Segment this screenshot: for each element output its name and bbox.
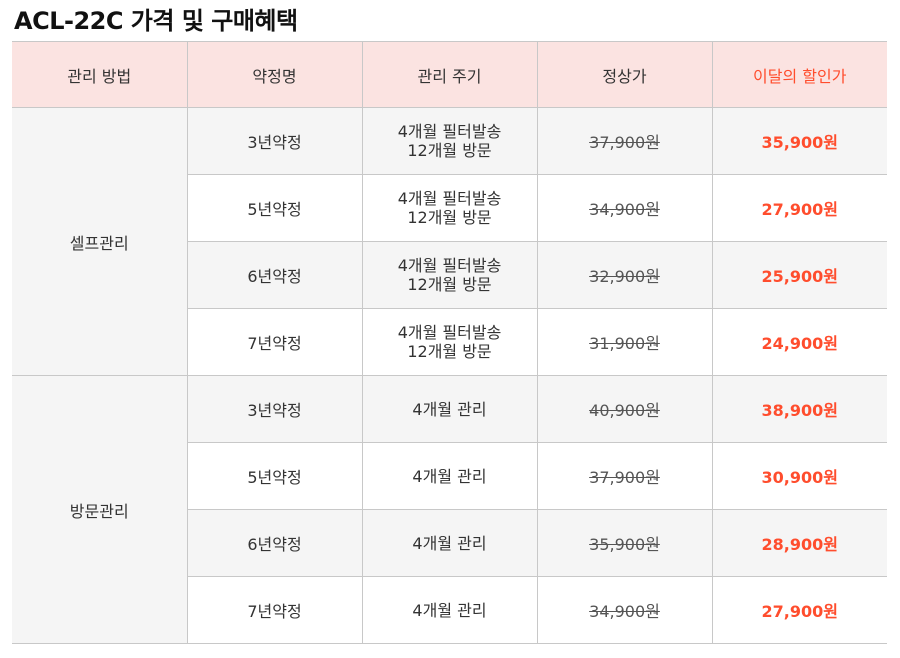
management-cycle-cell: 4개월 필터발송 12개월 방문	[361, 241, 538, 309]
cycle-line: 12개월 방문	[407, 141, 492, 160]
management-cycle-cell: 4개월 관리	[361, 442, 538, 510]
regular-price-strikethrough: 35,900원	[589, 535, 660, 554]
management-cycle-cell: 4개월 필터발송 12개월 방문	[361, 174, 538, 242]
cycle-line: 4개월 필터발송	[397, 323, 502, 342]
header-cycle: 관리 주기	[361, 41, 538, 108]
contract-cell: 7년약정	[187, 308, 363, 376]
contract-cell: 3년약정	[186, 107, 363, 175]
table-body: 셀프관리 3년약정 4개월 필터발송 12개월 방문 37,900원 35,900원 5년약…	[12, 107, 887, 644]
contract-cell: 3년약정	[186, 375, 363, 443]
discount-price-cell: 25,900원	[711, 241, 887, 309]
discount-price-cell: 28,900원	[711, 509, 887, 577]
regular-price-strikethrough: 31,900원	[589, 334, 660, 353]
discount-price-cell: 27,900원	[711, 576, 887, 644]
regular-price-cell: 37,900원	[536, 442, 713, 510]
table-row: 5년약정 4개월 관리 37,900원 30,900원	[12, 442, 887, 510]
header-contract: 약정명	[186, 41, 363, 108]
cycle-line: 4개월 필터발송	[397, 189, 502, 208]
management-cycle-cell: 4개월 필터발송 12개월 방문	[361, 107, 538, 175]
discount-price-cell: 30,900원	[711, 442, 887, 510]
header-row: 관리 방법 약정명 관리 주기 정상가 이달의 할인가	[12, 41, 887, 108]
table-row: 6년약정 4개월 관리 35,900원 28,900원	[12, 509, 887, 577]
table-row: 방문관리 3년약정 4개월 관리 40,900원 38,900원	[12, 375, 887, 644]
regular-price-cell: 40,900원	[536, 375, 713, 443]
regular-price-strikethrough: 40,900원	[589, 401, 660, 420]
cycle-line: 12개월 방문	[407, 275, 492, 294]
regular-price-cell: 37,900원	[536, 107, 713, 175]
cycle-line: 4개월 관리	[412, 600, 487, 620]
regular-price-strikethrough: 34,900원	[589, 602, 660, 621]
regular-price-cell: 34,900원	[536, 174, 713, 242]
cycle-line: 4개월 관리	[412, 533, 487, 553]
management-cycle-cell: 4개월 관리	[361, 375, 538, 443]
regular-price-cell: 31,900원	[536, 308, 713, 376]
contract-cell: 5년약정	[187, 442, 363, 510]
regular-price-strikethrough: 37,900원	[589, 468, 660, 487]
contract-cell: 5년약정	[187, 174, 363, 242]
cycle-line: 12개월 방문	[407, 342, 492, 361]
regular-price-cell: 34,900원	[536, 576, 713, 644]
discount-price-cell: 27,900원	[711, 174, 887, 242]
discount-price-cell: 24,900원	[711, 308, 887, 376]
management-method-cell: 셀프관리	[12, 107, 188, 376]
header-method: 관리 방법	[12, 41, 188, 108]
header-discount-price: 이달의 할인가	[711, 41, 887, 108]
management-method-cell: 방문관리	[12, 375, 188, 644]
table-row: 7년약정 4개월 필터발송 12개월 방문 31,900원 24,900원	[12, 308, 887, 376]
cycle-line: 12개월 방문	[407, 208, 492, 227]
regular-price-strikethrough: 32,900원	[589, 267, 660, 286]
regular-price-strikethrough: 34,900원	[589, 200, 660, 219]
table-row: 7년약정 4개월 관리 34,900원 27,900원	[12, 576, 887, 644]
page-title: ACL-22C 가격 및 구매혜택	[14, 7, 298, 35]
management-cycle-cell: 4개월 관리	[361, 576, 538, 644]
cycle-line: 4개월 필터발송	[397, 256, 502, 275]
header-regular-price: 정상가	[536, 41, 713, 108]
contract-cell: 7년약정	[187, 576, 363, 644]
management-cycle-cell: 4개월 관리	[361, 509, 538, 577]
contract-cell: 6년약정	[187, 241, 363, 309]
management-cycle-cell: 4개월 필터발송 12개월 방문	[361, 308, 538, 376]
cycle-line: 4개월 필터발송	[397, 122, 502, 141]
discount-price-cell: 35,900원	[711, 107, 887, 175]
cycle-line: 4개월 관리	[412, 466, 487, 486]
cycle-line: 4개월 관리	[412, 399, 487, 419]
price-table: 관리 방법 약정명 관리 주기 정상가 이달의 할인가 셀프관리 3년약정 4개월 …	[12, 41, 887, 644]
contract-cell: 6년약정	[187, 509, 363, 577]
regular-price-cell: 35,900원	[536, 509, 713, 577]
regular-price-cell: 32,900원	[536, 241, 713, 309]
table-row: 셀프관리 3년약정 4개월 필터발송 12개월 방문 37,900원 35,900원	[12, 107, 887, 376]
regular-price-strikethrough: 37,900원	[589, 133, 660, 152]
discount-price-cell: 38,900원	[711, 375, 887, 443]
